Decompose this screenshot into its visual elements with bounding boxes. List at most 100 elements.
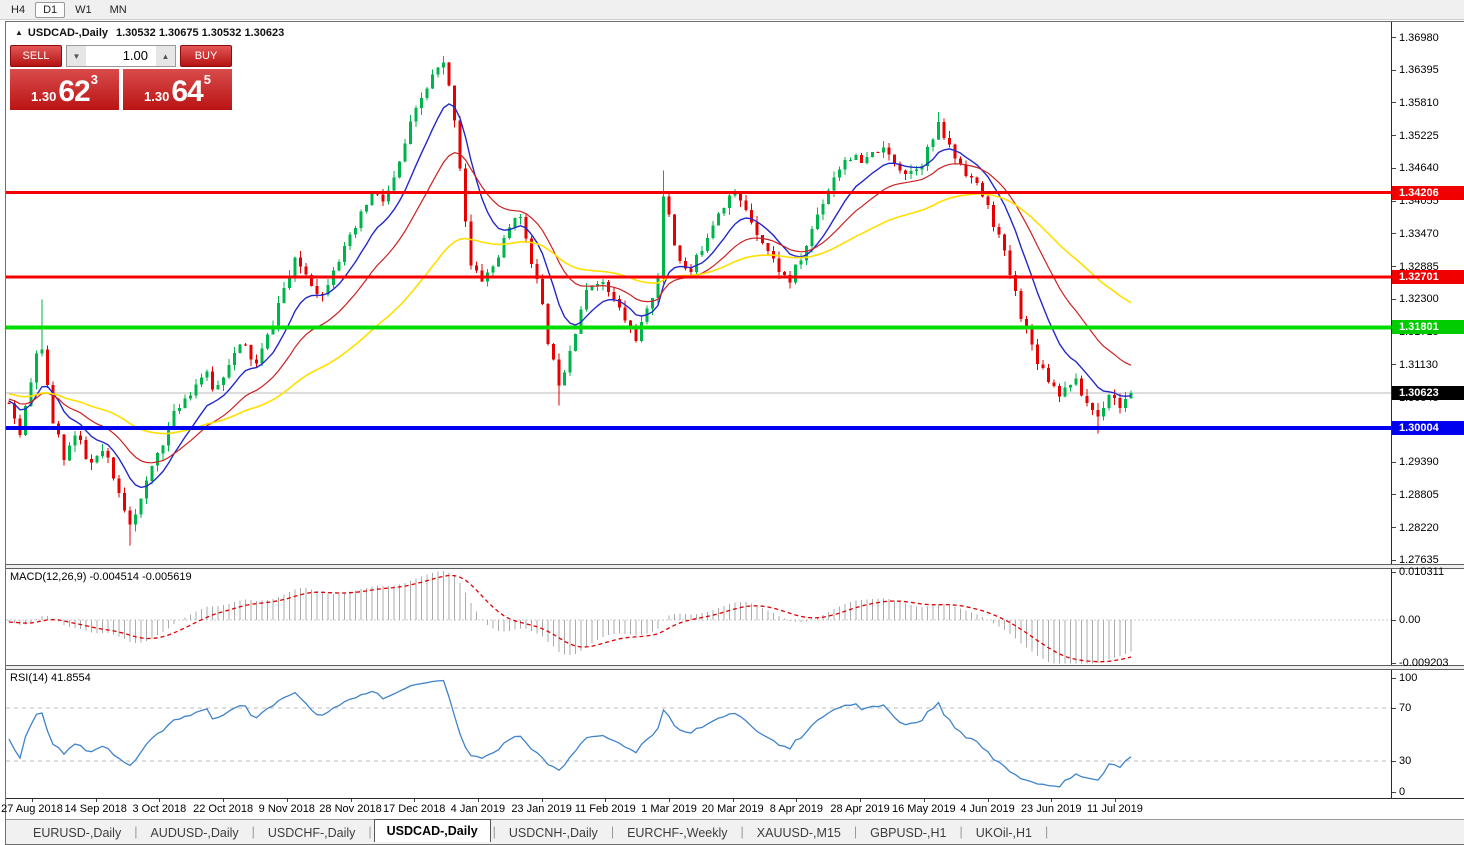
time-axis-label: 22 Oct 2018 [193, 803, 254, 816]
buy-button[interactable]: BUY [180, 45, 232, 67]
tab-separator: | [134, 825, 138, 839]
chart-tab-eurusd-daily[interactable]: EURUSD-,Daily [33, 825, 122, 840]
time-axis-label: 9 Nov 2018 [258, 803, 315, 816]
price-axis-tick: 1.31130 [1392, 359, 1438, 371]
chart-tab-usdcnh-daily[interactable]: USDCNH-,Daily [508, 825, 598, 840]
timeframe-button-h4[interactable]: H4 [11, 3, 26, 16]
price-axis-tick: 1.34640 [1392, 162, 1439, 174]
tab-separator: | [368, 825, 372, 839]
price-axis-tick: 1.36980 [1392, 32, 1439, 44]
price-axis-tick: 1.28805 [1392, 489, 1439, 501]
price-chart-plot[interactable]: ▲ USDCAD-,Daily 1.30532 1.30675 1.30532 1.… [6, 22, 1391, 565]
tab-separator: | [610, 825, 615, 839]
timeframe-button-w1[interactable]: W1 [75, 3, 92, 16]
volume-input[interactable]: 1.00 [86, 46, 156, 66]
time-axis-label: 20 Mar 2019 [701, 803, 764, 816]
rsi-axis-tick: 100 [1392, 672, 1417, 684]
sell-button[interactable]: SELL [10, 45, 62, 67]
tab-separator: | [959, 825, 963, 839]
macd-axis-tick: 0.010311 [1392, 566, 1444, 578]
macd-axis-tick: -0.009203 [1392, 657, 1449, 669]
time-axis-label: 14 Sep 2018 [64, 803, 127, 816]
price-chart-svg [6, 56, 1391, 546]
time-axis-label: 16 May 2019 [891, 803, 956, 816]
time-axis-tick [286, 799, 288, 803]
macd-axis[interactable]: 0.010311 0.00 -0.009203 [1391, 566, 1464, 669]
macd-axis-tick: 0.00 [1392, 614, 1420, 626]
time-axis-tick [223, 799, 225, 803]
chart-tab-eurchf-weekly[interactable]: EURCHF-,Weekly [627, 825, 728, 840]
time-axis-tick [1114, 799, 1116, 803]
time-axis-tick [541, 799, 543, 803]
time-axis-tick [32, 799, 33, 803]
time-axis-tick [732, 799, 734, 803]
price-badge-1.34206: 1.34206 [1392, 185, 1464, 200]
chart-tab-gbpusd-h1[interactable]: GBPUSD-,H1 [870, 825, 947, 840]
buy-price-prefix: 1.30 [144, 89, 170, 104]
price-axis-tick: 1.32300 [1392, 293, 1439, 305]
time-axis-tick [987, 799, 989, 803]
rsi-svg [6, 680, 1391, 788]
tab-separator: | [853, 825, 858, 839]
buy-price-display[interactable]: 1.30 64 5 [123, 69, 232, 110]
time-axis-label: 8 Apr 2019 [769, 803, 823, 816]
time-axis-tick [477, 799, 479, 803]
sell-price-sup: 3 [90, 72, 98, 87]
chart-tab-usdcad-daily[interactable]: USDCAD-,Daily [373, 819, 491, 842]
time-axis-tick [159, 799, 161, 803]
time-axis-label: 4 Jun 2019 [960, 803, 1015, 816]
price-axis-tick: 1.36395 [1392, 64, 1439, 76]
time-axis-tick [860, 799, 862, 803]
time-axis-tick [796, 799, 798, 803]
rsi-label: RSI(14) 41.8554 [10, 672, 91, 684]
macd-name: MACD(12,26,9) [10, 571, 87, 584]
macd-label: MACD(12,26,9) -0.004514 -0.005619 [10, 571, 192, 583]
time-axis-tick [350, 799, 352, 803]
pane-splitter[interactable] [6, 564, 1464, 570]
time-axis-label: 11 Feb 2019 [574, 803, 636, 816]
time-axis-label: 27 Aug 2018 [1, 803, 63, 816]
price-axis-tick: 1.32885 [1392, 261, 1439, 273]
time-axis-label: 17 Dec 2018 [382, 803, 446, 816]
price-axis-tick: 1.28220 [1392, 522, 1439, 534]
volume-decrease-button[interactable]: ▼ [67, 46, 86, 66]
time-axis-label: 23 Jun 2019 [1020, 803, 1082, 816]
buy-price-big: 64 [171, 75, 203, 108]
price-axis-tick: 1.33470 [1392, 228, 1439, 240]
time-axis[interactable]: 27 Aug 2018 14 Sep 2018 3 Oct 2018 22 Oct 2… [1, 798, 1464, 820]
volume-increase-button[interactable]: ▲ [156, 46, 175, 66]
chart-tab-usdchf-daily[interactable]: USDCHF-,Daily [267, 825, 356, 840]
chart-tab-xauusd-m15[interactable]: XAUUSD-,M15 [756, 825, 841, 840]
price-badge-1.30004: 1.30004 [1392, 420, 1464, 435]
price-axis-tick: 1.29390 [1392, 456, 1439, 468]
time-axis-label: 28 Nov 2018 [319, 803, 382, 816]
collapse-triangle-icon[interactable]: ▲ [15, 28, 23, 37]
sell-price-prefix: 1.30 [31, 89, 57, 104]
macd-pane-plot[interactable]: MACD(12,26,9) -0.004514 -0.005619 [6, 569, 1391, 666]
rsi-axis-tick: 30 [1392, 755, 1411, 767]
pane-splitter[interactable] [6, 665, 1464, 671]
rsi-axis[interactable]: 100 70 30 0 [1391, 670, 1464, 798]
timeframe-button-mn[interactable]: MN [109, 3, 127, 16]
rsi-pane-plot[interactable]: RSI(14) 41.8554 [6, 670, 1391, 799]
sell-price-display[interactable]: 1.30 62 3 [10, 69, 119, 110]
time-axis-label: 28 Apr 2019 [830, 803, 890, 816]
timeframe-button-d1[interactable]: D1 [35, 1, 66, 18]
tab-separator: | [1045, 825, 1049, 839]
chart-tab-ukoil-h1[interactable]: UKOil-,H1 [975, 825, 1033, 840]
chart-tab-audusd-daily[interactable]: AUDUSD-,Daily [150, 825, 239, 840]
time-axis-tick [923, 799, 925, 803]
tab-separator: | [492, 825, 496, 839]
timeframe-toolbar: H4 D1 W1 MN [0, 0, 1464, 20]
chart-symbol-period: USDCAD-,Daily [27, 27, 108, 39]
rsi-name: RSI(14) [10, 672, 48, 685]
price-badge-1.32701: 1.32701 [1392, 269, 1464, 284]
price-badge-1.31801: 1.31801 [1392, 320, 1464, 335]
price-axis[interactable]: 1.36980 1.36395 1.35810 1.35225 1.34640 1.340… [1391, 22, 1464, 566]
sell-price-big: 62 [58, 75, 90, 108]
rsi-value: 41.8554 [50, 672, 91, 685]
tab-separator: | [740, 825, 744, 839]
volume-stepper: ▼ 1.00 ▲ [66, 45, 176, 67]
chart-tab-bar: EURUSD-,Daily | AUDUSD-,Daily | USDCHF-,Dail… [6, 819, 1464, 844]
time-axis-label: 4 Jan 2019 [450, 803, 506, 816]
